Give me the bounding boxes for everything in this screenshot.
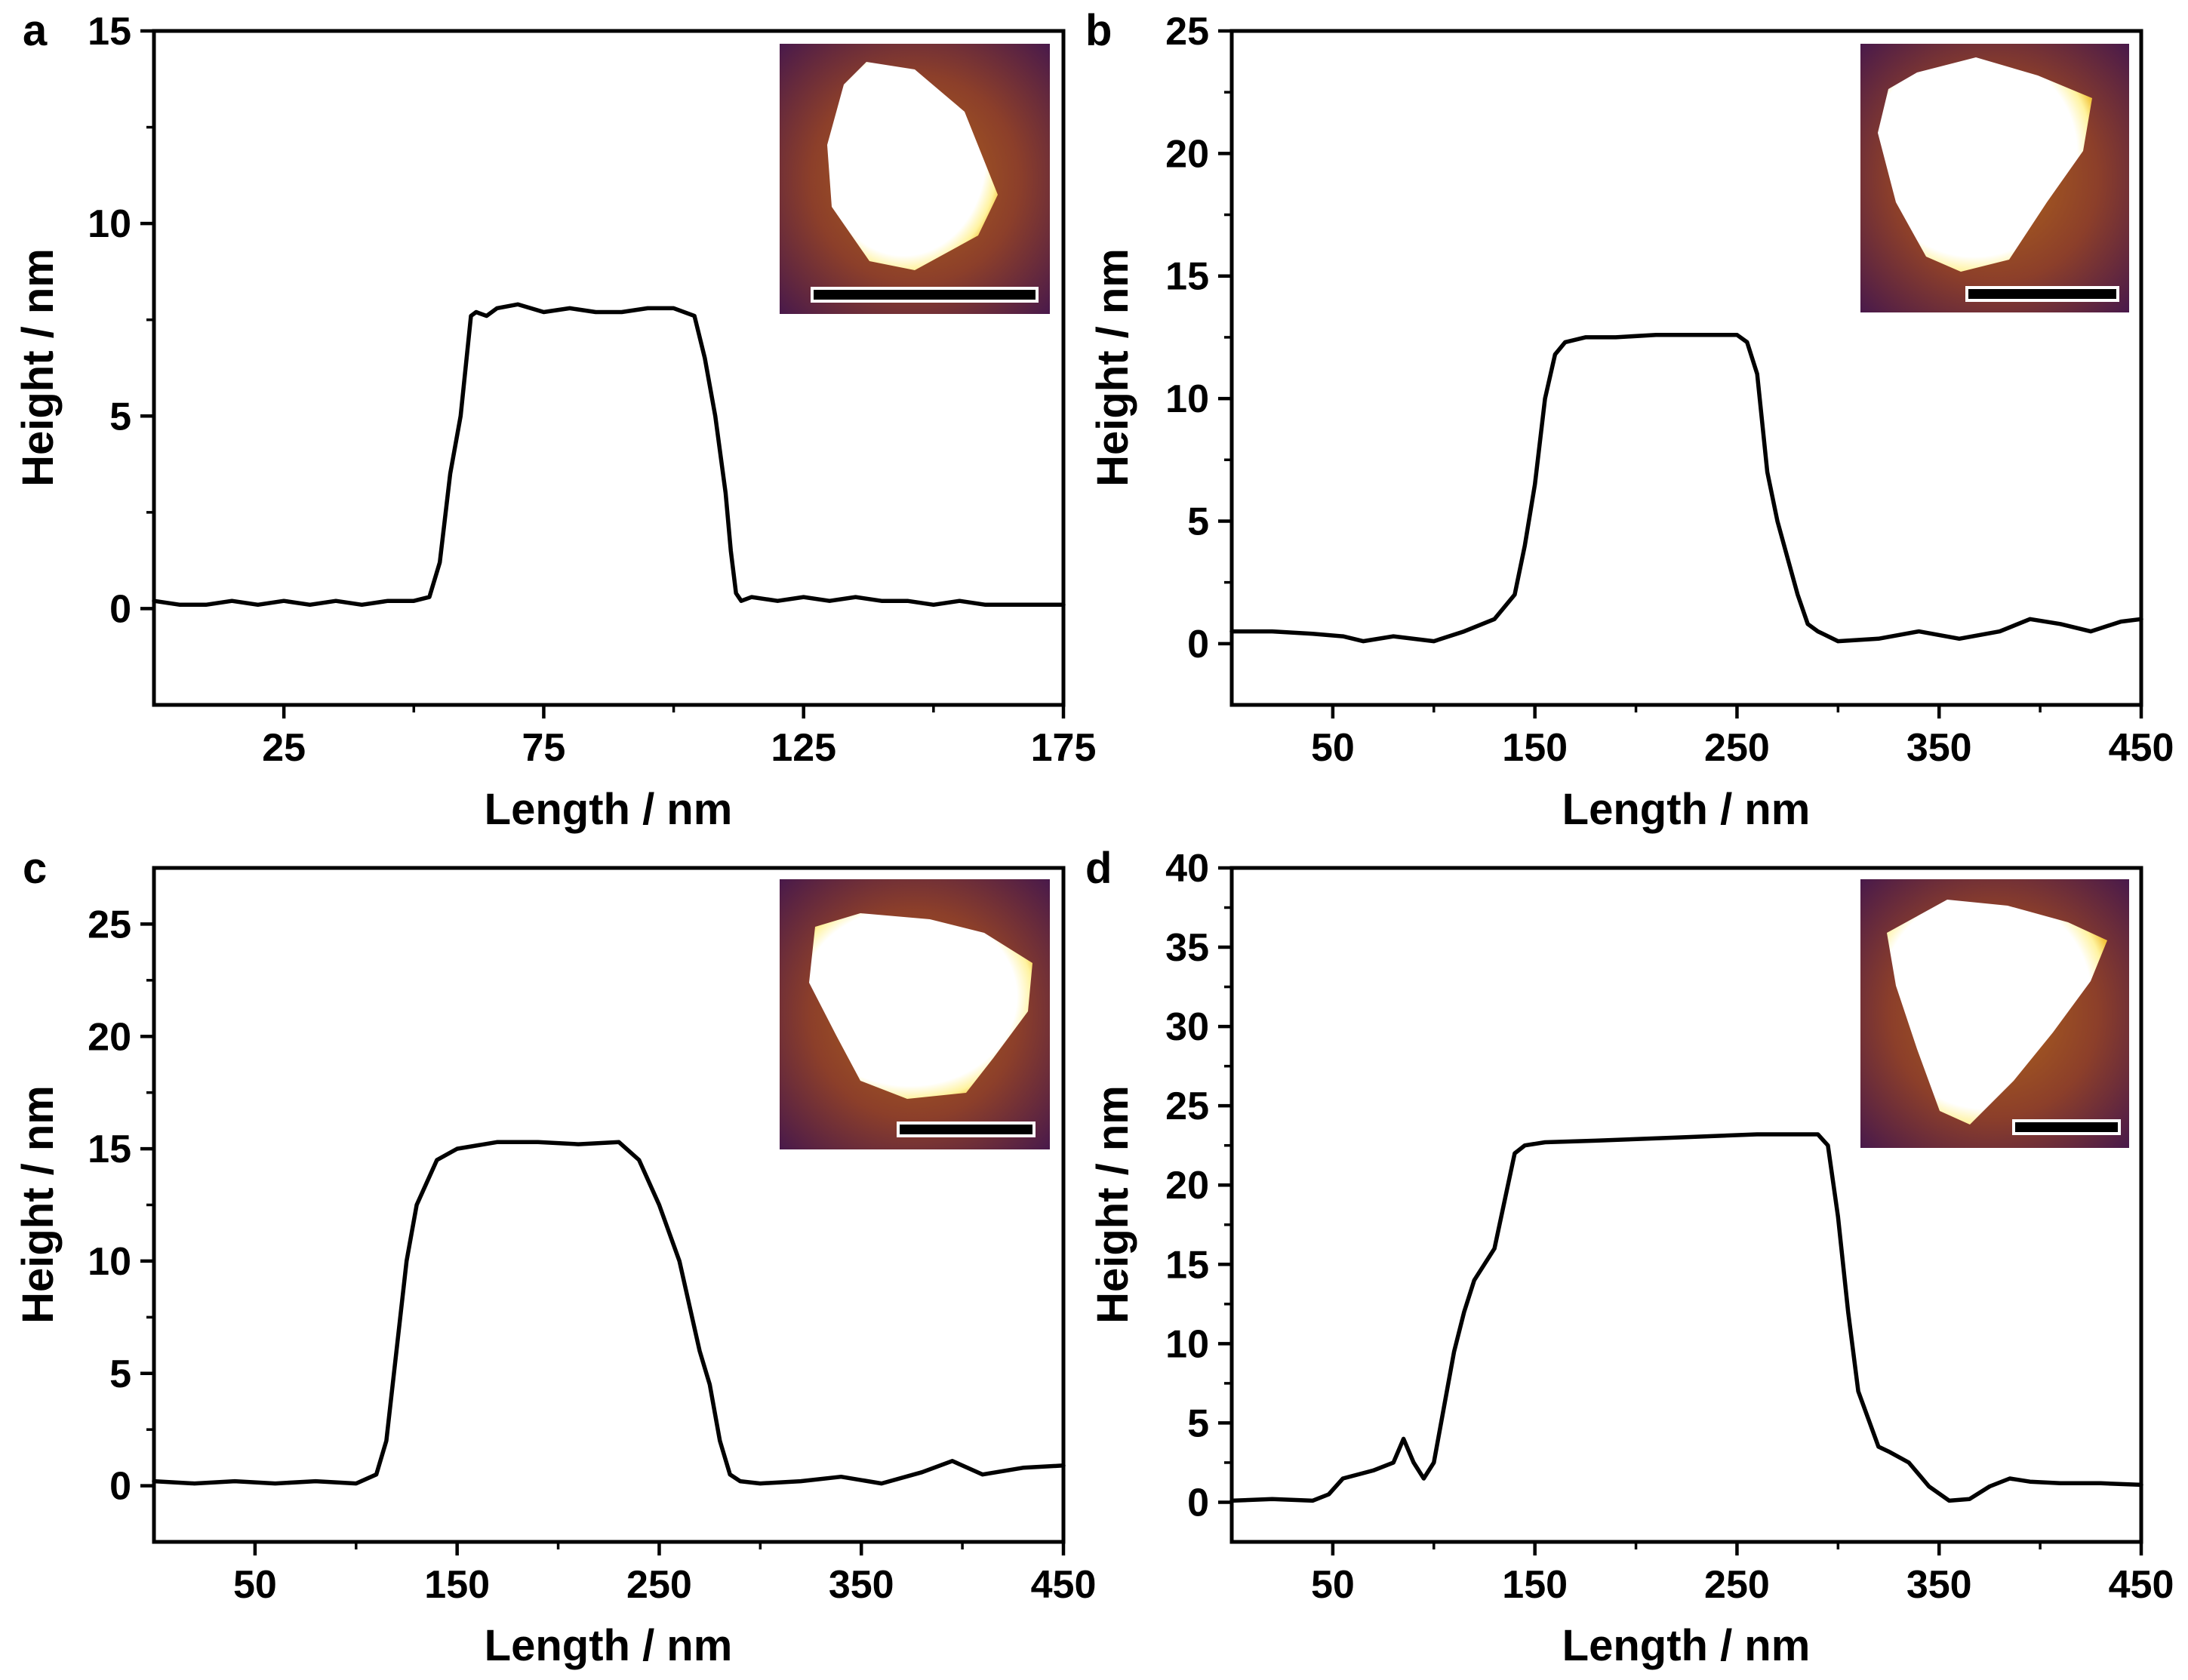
- panel-b-ytick-label: 20: [1165, 132, 1209, 176]
- panel-a-height-profile-line: [152, 302, 1066, 608]
- panel-b-ylabel: Height / nm: [1088, 248, 1137, 487]
- panel-b-ytick-label: 0: [1187, 623, 1209, 666]
- panel-c-ylabel: Height / nm: [14, 1085, 63, 1324]
- panel-d: 50 150 250 350 450 0 5 10 15 20 25 30 35 40 d Length …: [1085, 844, 2174, 1670]
- panel-c-label: c: [23, 844, 47, 893]
- panel-c: 50 150 250 350 450 0 5 10 15 20 25 c Length / nm H…: [14, 844, 1096, 1670]
- panel-a-xtick-label: 125: [771, 726, 836, 770]
- panel-d-ytick-label: 25: [1165, 1085, 1209, 1128]
- panel-d-ytick-label: 35: [1165, 926, 1209, 970]
- panel-b-label: b: [1085, 6, 1112, 55]
- panel-c-ytick-label: 5: [109, 1352, 131, 1396]
- panel-c-ytick-label: 15: [88, 1128, 131, 1171]
- panel-a-xtick-label: 175: [1031, 726, 1097, 770]
- panel-a-label: a: [23, 6, 48, 55]
- panel-c-inset: [780, 879, 1050, 1149]
- panel-c-frame: [152, 866, 1066, 1544]
- panel-d-ytick-label: 5: [1187, 1402, 1209, 1445]
- panel-a-xlabel: Length / nm: [485, 785, 733, 834]
- panel-a-inset: [780, 44, 1050, 314]
- panel-b-ytick-label: 15: [1165, 255, 1209, 299]
- panel-d-ytick-label: 40: [1165, 847, 1209, 891]
- panel-b-frame: [1229, 29, 2143, 707]
- panel-c-ytick-label: 25: [88, 903, 131, 946]
- panel-a-ytick-label: 15: [88, 10, 131, 54]
- panel-c-xtick-label: 50: [233, 1563, 277, 1607]
- panel-c-xtick-label: 450: [1031, 1563, 1097, 1607]
- panel-b-ytick-label: 5: [1187, 500, 1209, 543]
- panel-b: 50 150 250 350 450 0 5 10 15 20 25 b Length / nm H…: [1085, 6, 2174, 834]
- panel-c-flake-shape: [809, 913, 1032, 1099]
- panel-c-xtick-label: 350: [829, 1563, 894, 1607]
- panel-a-series: [152, 302, 1066, 608]
- panel-d-frame: [1229, 866, 2143, 1544]
- panel-d-ytick-label: 10: [1165, 1322, 1209, 1366]
- panel-c-height-profile-line: [152, 1140, 1066, 1486]
- panel-c-scale-bar: [897, 1122, 1036, 1137]
- panel-b-xtick-label: 50: [1311, 726, 1355, 770]
- panel-a-xtick-label: 75: [522, 726, 566, 770]
- panel-d-label: d: [1085, 844, 1112, 893]
- panel-c-xlabel: Length / nm: [485, 1621, 733, 1670]
- panel-a-frame: [152, 29, 1066, 707]
- panel-d-ticks: 50 150 250 350 450 0 5 10 15 20 25 30 35 40: [1165, 847, 2174, 1607]
- panel-a: 25 75 125 175 0 5 10 15 a Length / nm Height / …: [14, 6, 1096, 834]
- panel-b-scale-bar: [1965, 286, 2119, 302]
- panel-d-height-profile-line: [1229, 1132, 2143, 1503]
- panel-d-ytick-label: 15: [1165, 1243, 1209, 1287]
- panel-d-xtick-label: 450: [2109, 1563, 2174, 1607]
- panel-c-xtick-label: 150: [424, 1563, 490, 1607]
- panel-b-flake-shape: [1878, 57, 2092, 272]
- panel-b-inset: [1860, 44, 2129, 312]
- panel-b-xtick-label: 350: [1906, 726, 1972, 770]
- panel-c-ytick-label: 20: [88, 1015, 131, 1059]
- panel-c-ytick-label: 10: [88, 1240, 131, 1284]
- panel-b-xtick-label: 150: [1502, 726, 1568, 770]
- panel-a-ytick-label: 5: [109, 395, 131, 438]
- panel-a-ticks: 25 75 125 175 0 5 10 15: [88, 10, 1096, 770]
- panel-d-inset: [1860, 879, 2129, 1148]
- panel-d-series: [1229, 1132, 2143, 1503]
- panel-b-ytick-label: 10: [1165, 377, 1209, 421]
- panel-d-ytick-label: 20: [1165, 1164, 1209, 1208]
- panel-b-series: [1229, 332, 2143, 644]
- panel-b-xtick-label: 250: [1704, 726, 1770, 770]
- panel-b-xtick-label: 450: [2109, 726, 2174, 770]
- panel-d-ylabel: Height / nm: [1088, 1085, 1137, 1324]
- panel-b-height-profile-line: [1229, 332, 2143, 644]
- panel-c-ytick-label: 0: [109, 1465, 131, 1509]
- panel-a-scale-bar: [811, 287, 1039, 303]
- panel-d-xtick-label: 150: [1502, 1563, 1568, 1607]
- panel-b-ytick-label: 25: [1165, 10, 1209, 54]
- panel-a-ytick-label: 0: [109, 587, 131, 631]
- panel-c-ticks: 50 150 250 350 450 0 5 10 15 20 25: [88, 903, 1096, 1607]
- panel-a-ylabel: Height / nm: [14, 248, 63, 487]
- panel-d-xtick-label: 350: [1906, 1563, 1972, 1607]
- panel-b-xlabel: Length / nm: [1562, 785, 1811, 834]
- panel-d-ytick-label: 0: [1187, 1481, 1209, 1525]
- panel-c-xtick-label: 250: [626, 1563, 692, 1607]
- panel-d-scale-bar: [2012, 1119, 2121, 1135]
- panel-a-flake-shape: [827, 62, 998, 270]
- panel-b-ticks: 50 150 250 350 450 0 5 10 15 20 25: [1165, 10, 2174, 770]
- panel-d-xtick-label: 50: [1311, 1563, 1355, 1607]
- panel-d-flake-shape: [1887, 900, 2107, 1125]
- panel-c-series: [152, 1140, 1066, 1486]
- panel-d-xtick-label: 250: [1704, 1563, 1770, 1607]
- panel-a-ytick-label: 10: [88, 202, 131, 246]
- panel-d-xlabel: Length / nm: [1562, 1621, 1811, 1670]
- panel-d-ytick-label: 30: [1165, 1005, 1209, 1049]
- panel-a-xtick-label: 25: [262, 726, 306, 770]
